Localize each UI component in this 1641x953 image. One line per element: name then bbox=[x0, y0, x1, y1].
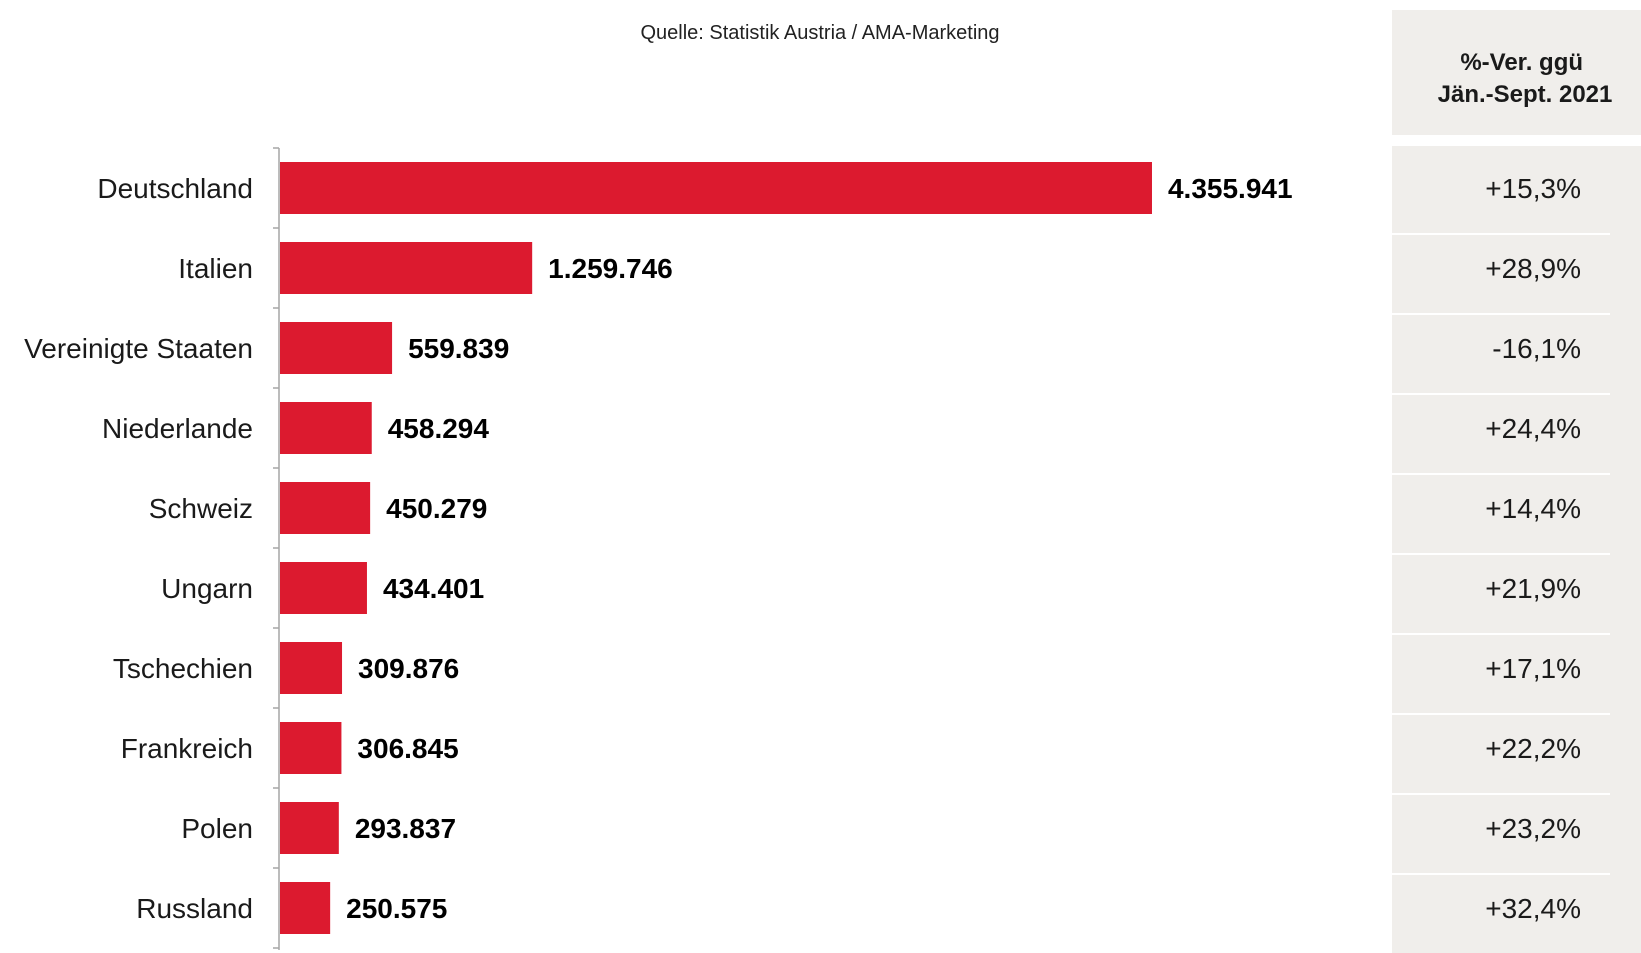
change-header-line-1: %-Ver. ggü bbox=[1460, 49, 1583, 76]
bar bbox=[280, 402, 372, 454]
bar bbox=[280, 562, 367, 614]
value-label: 306.845 bbox=[357, 733, 458, 764]
value-label: 250.575 bbox=[346, 893, 447, 924]
change-values: +15,3% +28,9% -16,1% +24,4% +14,4% +21,9% +17,… bbox=[1485, 173, 1581, 924]
bar bbox=[280, 482, 371, 534]
change-header: %-Ver. ggü Jän.-Sept. 2021 bbox=[1438, 49, 1613, 108]
category-label: Deutschland bbox=[97, 173, 253, 204]
change-value: +32,4% bbox=[1485, 893, 1581, 924]
category-label: Italien bbox=[178, 253, 253, 284]
source-note: Quelle: Statistik Austria / AMA-Marketin… bbox=[640, 22, 999, 44]
value-label: 458.294 bbox=[388, 413, 490, 444]
axis-ticks bbox=[273, 147, 279, 949]
change-value: +14,4% bbox=[1485, 493, 1581, 524]
category-label: Niederlande bbox=[102, 413, 253, 444]
category-label: Polen bbox=[181, 813, 253, 844]
category-label: Russland bbox=[136, 893, 253, 924]
bar bbox=[280, 722, 342, 774]
change-value: +17,1% bbox=[1485, 653, 1581, 684]
category-label: Schweiz bbox=[149, 493, 253, 524]
category-label: Vereinigte Staaten bbox=[24, 333, 253, 364]
value-label: 450.279 bbox=[386, 493, 487, 524]
value-label: 309.876 bbox=[358, 653, 459, 684]
bar bbox=[280, 802, 339, 854]
change-value: +22,2% bbox=[1485, 733, 1581, 764]
bars bbox=[280, 162, 1152, 934]
change-header-line-2: Jän.-Sept. 2021 bbox=[1438, 81, 1613, 108]
change-row-dividers bbox=[1392, 233, 1610, 875]
value-label: 559.839 bbox=[408, 333, 509, 364]
value-label: 434.401 bbox=[383, 573, 484, 604]
change-column-panel bbox=[1392, 146, 1641, 953]
change-value: +15,3% bbox=[1485, 173, 1581, 204]
bar bbox=[280, 882, 331, 934]
change-header-panel bbox=[1392, 10, 1641, 135]
bar bbox=[280, 162, 1152, 214]
category-labels: Deutschland Italien Vereinigte Staaten Nied… bbox=[24, 173, 253, 924]
change-value: +24,4% bbox=[1485, 413, 1581, 444]
bar bbox=[280, 642, 343, 694]
value-label: 293.837 bbox=[355, 813, 456, 844]
category-label: Ungarn bbox=[161, 573, 253, 604]
value-label: 1.259.746 bbox=[548, 253, 673, 284]
category-label: Tschechien bbox=[113, 653, 253, 684]
change-value: +28,9% bbox=[1485, 253, 1581, 284]
change-value: +23,2% bbox=[1485, 813, 1581, 844]
value-label: 4.355.941 bbox=[1168, 173, 1293, 204]
value-labels: 4.355.941 1.259.746 559.839 458.294 450.279 4… bbox=[346, 173, 1292, 924]
change-value: +21,9% bbox=[1485, 573, 1581, 604]
bar bbox=[280, 242, 533, 294]
category-label: Frankreich bbox=[121, 733, 253, 764]
bar bbox=[280, 322, 393, 374]
change-value: -16,1% bbox=[1492, 333, 1581, 364]
